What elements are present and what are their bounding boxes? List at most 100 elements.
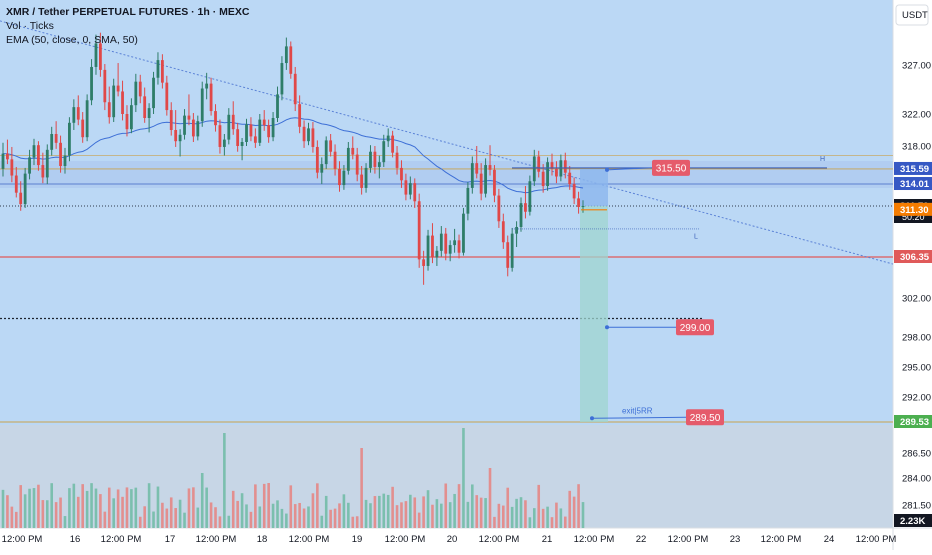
volume-bar [285,513,288,528]
ema-indicator-label[interactable]: EMA (50, close, 0, SMA, 50) [6,34,138,46]
candle-body [112,85,116,118]
volume-bar [422,496,425,528]
volume-bar [32,488,36,528]
volume-bar [63,516,67,528]
candle-body [284,46,288,64]
candle-body [431,235,434,258]
resistance-zone [0,160,893,189]
time-tick-label: 19 [352,534,363,545]
volume-bar [200,473,204,528]
volume-bar [457,484,461,528]
candle-body [209,83,213,112]
volume-bar [395,505,399,528]
candle-body [462,213,465,253]
volume-bar [14,511,18,528]
candle-body [280,63,284,95]
candle-body [320,164,324,173]
candle-body [346,147,350,171]
volume-bar [280,508,284,528]
candle-body [577,198,580,207]
candle-body [63,155,67,167]
price-tick-label: 298.00 [902,333,931,344]
volume-bar [351,516,355,528]
range-high-marker: H [820,156,825,163]
volume-bar [577,484,580,528]
volume-bar [369,503,372,528]
candle-body [457,240,461,253]
candle-body [81,119,85,138]
price-label-bg [894,250,932,263]
candle-body [19,192,23,205]
candle-body [395,152,399,168]
candle-body [515,226,518,234]
candle-body [50,134,54,150]
candle-body [391,135,395,153]
price-label-bg [894,177,932,191]
volume-bar [435,499,439,528]
time-tick-label: 12:00 PM [479,534,520,545]
candle-body [360,174,364,188]
candle-body [94,43,98,67]
candle-body [342,170,346,186]
volume-bar [293,504,297,528]
candle-body [413,183,417,202]
symbol-title[interactable]: XMR / Tether PERPETUAL FUTURES · 1h · ME… [6,6,250,18]
candle-body [417,201,421,260]
candle-body [125,114,129,130]
volume-bar [6,495,9,528]
volume-bar [1,489,5,528]
time-tick-label: 24 [824,534,835,545]
volume-bar [320,515,324,528]
volume-indicator-label[interactable]: Vol · Ticks [6,20,54,32]
price-label-bg [894,514,932,527]
volume-bar [426,490,430,528]
candle-body [200,88,204,122]
candle-body [493,169,496,196]
candle-body [99,43,102,70]
candle-body [138,81,142,97]
volume-bar [121,496,124,528]
price-label-bg [894,202,932,216]
candle-body [116,85,120,92]
volume-bar [147,483,151,528]
time-tick-label: 20 [447,534,458,545]
countdown-label: 50:20 [902,212,925,222]
volume-bar [347,502,350,528]
volume-bar [231,490,235,528]
volume-bar [400,502,403,528]
price-tick-label: 295.00 [902,363,931,374]
volume-bar [165,508,169,528]
candle-body [293,73,297,105]
volume-bar [541,508,545,528]
price-tick-label: 302.00 [902,294,931,305]
time-tick-label: 23 [730,534,741,545]
volume-bar [254,484,257,528]
volume-bar [515,498,518,528]
volume-bar [112,498,115,528]
volume-bar [417,512,421,528]
volume-bar [431,504,434,528]
price-label: 306.35 [900,252,930,263]
candle-body [400,167,403,181]
callout-289-50-label: 289.50 [690,413,721,424]
candle-body [72,107,76,123]
candle-body [134,81,138,106]
volume-bar [81,484,84,528]
volume-bar [85,490,89,528]
volume-bar [479,497,483,528]
volume-bar [391,486,394,528]
candle-body [298,104,302,127]
volume-bar [382,493,386,528]
volume-bar [528,517,532,528]
callout-289-50-box [686,409,724,426]
volume-bar [209,502,213,528]
time-tick-label: 18 [257,534,268,545]
volume-bar [555,502,558,528]
volume-bar [258,506,262,528]
candle-body [1,153,5,169]
candle-body [68,122,71,156]
volume-bar [41,500,45,528]
range-low-marker: L [694,233,698,240]
